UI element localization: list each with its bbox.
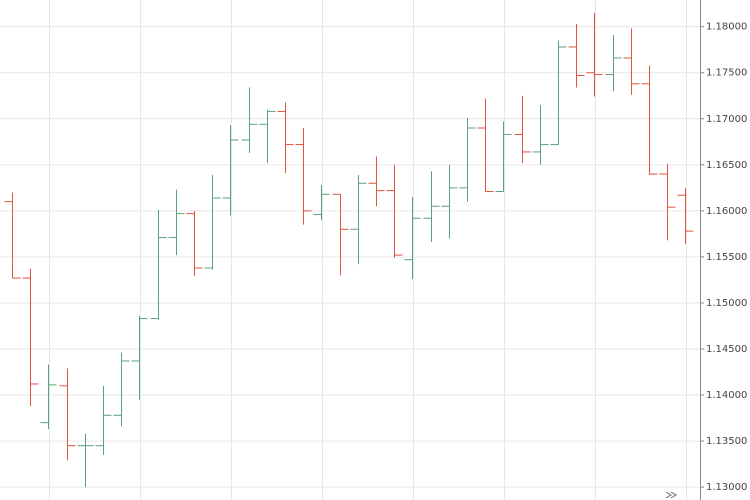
scroll-icon[interactable] (665, 491, 677, 499)
y-tick-label: 1.17500 (706, 68, 747, 79)
y-tick-label: 1.15500 (706, 252, 747, 263)
y-tick-label: 1.13000 (706, 482, 747, 493)
y-tick-label: 1.16000 (706, 206, 747, 217)
y-tick-label: 1.14500 (706, 344, 747, 355)
y-tick-label: 1.13500 (706, 436, 747, 447)
y-tick-label: 1.17000 (706, 114, 747, 125)
y-tick-label: 1.15000 (706, 298, 747, 309)
y-tick-label: 1.14000 (706, 390, 747, 401)
y-tick-label: 1.16500 (706, 160, 747, 171)
y-tick-label: 1.18000 (706, 22, 747, 33)
